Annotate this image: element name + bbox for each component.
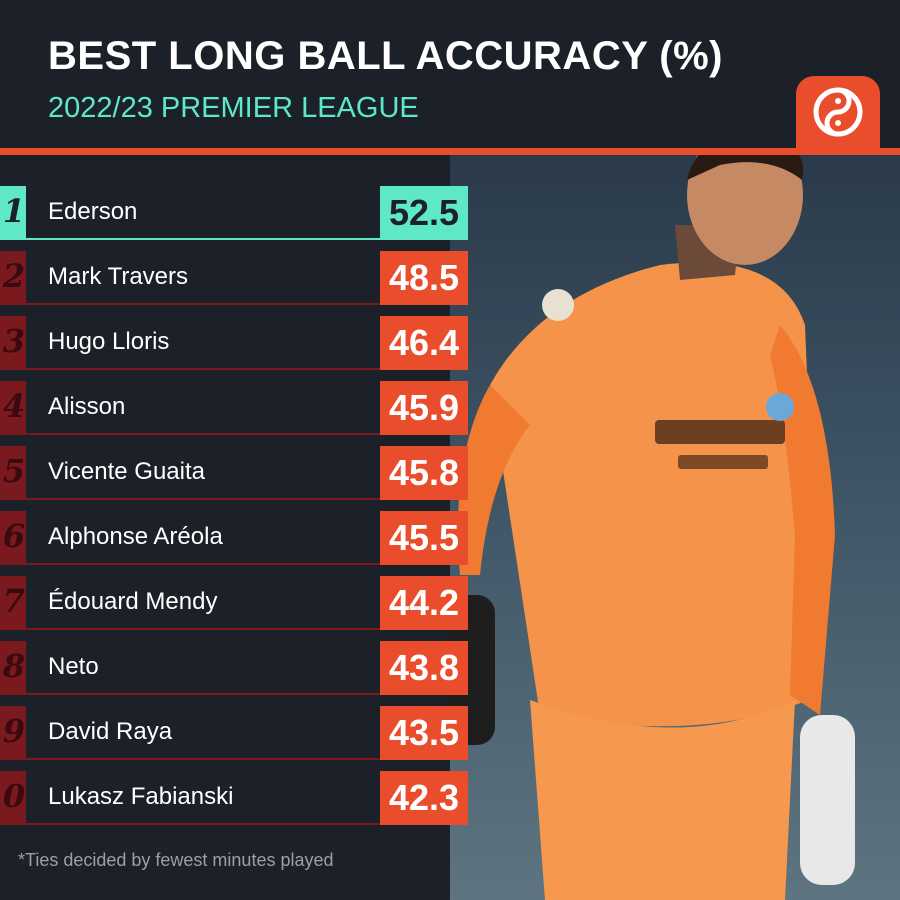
table-row: 4 Alisson 45.9: [0, 381, 468, 435]
rank-badge: 6: [0, 511, 26, 565]
value-badge: 45.8: [380, 446, 468, 500]
footnote: *Ties decided by fewest minutes played: [18, 850, 334, 870]
value-badge: 44.2: [380, 576, 468, 630]
row-divider: [26, 693, 380, 695]
player-name: Édouard Mendy: [48, 588, 218, 615]
row-divider: [26, 758, 380, 760]
rank-badge: 8: [0, 641, 26, 695]
value-badge: 43.5: [380, 706, 468, 760]
brand-logo: [796, 76, 880, 156]
value-label: 44.2: [388, 582, 460, 623]
player-name: Neto: [48, 653, 99, 680]
player-name: Alisson: [48, 393, 126, 420]
value-label: 45.8: [388, 452, 460, 493]
table-row: 3 Hugo Lloris 46.4: [0, 316, 468, 370]
value-badge: 46.4: [380, 316, 468, 370]
player-name: Hugo Lloris: [48, 328, 170, 355]
row-divider: [26, 433, 380, 435]
table-row: 6 Alphonse Aréola 45.5: [0, 511, 468, 565]
table-row: 1 Ederson 52.5: [0, 186, 468, 240]
row-divider: [26, 238, 380, 240]
table-row: 2 Mark Travers 48.5: [0, 251, 468, 305]
rank-badge: 5: [0, 446, 26, 500]
rank-number: 8: [2, 647, 26, 685]
goalkeeper-photo: [450, 155, 900, 900]
player-name: Mark Travers: [48, 263, 189, 290]
header-divider: [0, 148, 900, 155]
value-label: 48.5: [388, 257, 460, 298]
player-name: Alphonse Aréola: [48, 523, 223, 550]
chart-title: BEST LONG BALL ACCURACY (%): [48, 34, 723, 78]
table-row: 9 David Raya 43.5: [0, 706, 468, 760]
rank-badge: 4: [0, 381, 26, 435]
player-name: David Raya: [48, 718, 173, 745]
chart-subtitle: 2022/23 PREMIER LEAGUE: [48, 92, 419, 124]
rank-badge: 0: [0, 771, 26, 825]
value-label: 52.5: [388, 192, 460, 233]
table-row: 0 Lukasz Fabianski 42.3: [0, 771, 468, 825]
rank-number: 5: [2, 452, 26, 490]
player-name: Vicente Guaita: [48, 458, 205, 485]
value-label: 45.5: [388, 517, 460, 558]
row-divider: [26, 563, 380, 565]
value-badge: 45.9: [380, 381, 468, 435]
row-divider: [26, 498, 380, 500]
table-row: 7 Édouard Mendy 44.2: [0, 576, 468, 630]
rank-number: 0: [2, 777, 26, 815]
player-name: Lukasz Fabianski: [48, 783, 234, 810]
value-label: 43.5: [388, 712, 460, 753]
value-badge: 42.3: [380, 771, 468, 825]
header: BEST LONG BALL ACCURACY (%) 2022/23 PREM…: [0, 0, 900, 156]
value-badge: 45.5: [380, 511, 468, 565]
table-row: 5 Vicente Guaita 45.8: [0, 446, 468, 500]
rank-badge: 3: [0, 316, 26, 370]
value-badge: 52.5: [380, 186, 468, 240]
rank-number: 4: [2, 387, 26, 425]
value-label: 45.9: [388, 387, 460, 428]
row-divider: [26, 823, 380, 825]
value-badge: 48.5: [380, 251, 468, 305]
player-name: Ederson: [48, 198, 138, 225]
row-divider: [26, 628, 380, 630]
value-label: 42.3: [388, 777, 460, 818]
rank-number: 7: [2, 582, 26, 620]
value-label: 43.8: [388, 647, 460, 688]
yin-yang-logo-icon: [813, 87, 863, 137]
value-badge: 43.8: [380, 641, 468, 695]
row-divider: [26, 368, 380, 370]
row-divider: [26, 303, 380, 305]
rank-badge: 7: [0, 576, 26, 630]
rank-number: 3: [2, 322, 26, 360]
rank-badge: 2: [0, 251, 26, 305]
rank-number: 6: [2, 517, 26, 555]
rank-badge: 1: [0, 186, 26, 240]
goalkeeper-illustration: [450, 155, 855, 900]
table-row: 8 Neto 43.8: [0, 641, 468, 695]
rank-number: 2: [2, 257, 26, 295]
value-label: 46.4: [388, 322, 460, 363]
rank-number: 1: [2, 192, 26, 230]
rank-number: 9: [2, 712, 26, 750]
rank-badge: 9: [0, 706, 26, 760]
